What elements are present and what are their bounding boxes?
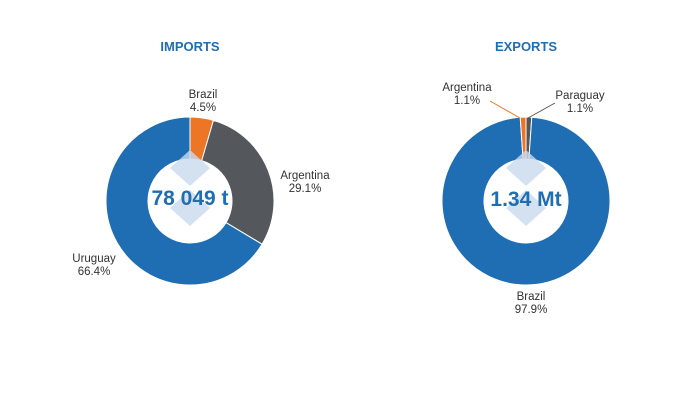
exports-chart: EXPORTS 1.34 Mt Argentina 1.1% Paraguay … bbox=[441, 39, 611, 316]
imports-donut bbox=[105, 116, 275, 286]
imports-label-uruguay: Uruguay bbox=[72, 253, 116, 265]
imports-chart: IMPORTS 78 049 t Brazil 4.5% Argentina 2… bbox=[72, 39, 330, 286]
exports-title: EXPORTS bbox=[495, 39, 557, 54]
exports-label-argentina: Argentina bbox=[442, 82, 492, 94]
exports-leader-argentina bbox=[489, 100, 521, 119]
imports-slice-uruguay bbox=[105, 116, 263, 286]
exports-center-total: 1.34 Mt bbox=[490, 188, 561, 211]
imports-pct-uruguay: 66.4% bbox=[78, 266, 111, 278]
exports-watermark-icon bbox=[506, 150, 546, 226]
exports-label-brazil: Brazil bbox=[517, 291, 546, 303]
imports-title: IMPORTS bbox=[160, 39, 220, 54]
imports-label-argentina: Argentina bbox=[280, 170, 330, 182]
imports-pct-argentina: 29.1% bbox=[289, 183, 322, 195]
imports-slice-argentina bbox=[201, 119, 275, 245]
exports-leader-paraguay bbox=[527, 102, 556, 119]
imports-pct-brazil: 4.5% bbox=[190, 102, 216, 114]
exports-pct-brazil: 97.9% bbox=[515, 304, 548, 316]
imports-center-total: 78 049 t bbox=[151, 187, 228, 210]
exports-pct-argentina: 1.1% bbox=[454, 95, 480, 107]
exports-slice-brazil bbox=[441, 116, 611, 286]
imports-label-brazil: Brazil bbox=[189, 89, 218, 101]
exports-label-paraguay: Paraguay bbox=[555, 90, 604, 102]
imports-watermark-icon bbox=[170, 150, 210, 226]
exports-pct-paraguay: 1.1% bbox=[567, 103, 593, 115]
